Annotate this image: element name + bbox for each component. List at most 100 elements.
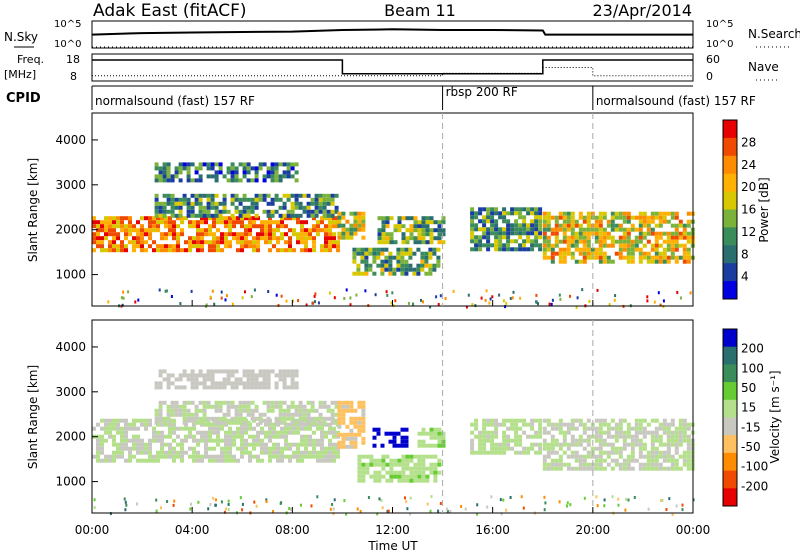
power-cell <box>486 227 491 232</box>
power-cell <box>436 259 441 264</box>
power-cell <box>534 207 539 212</box>
velocity-cell <box>614 430 619 435</box>
velocity-cell <box>506 434 511 439</box>
power-ylabel: Slant Range [km] <box>26 158 40 262</box>
power-cell <box>550 247 555 252</box>
velocity-cell <box>506 418 511 423</box>
power-cell <box>538 223 543 228</box>
power-cell <box>337 231 342 236</box>
power-cell <box>128 240 132 245</box>
velocity-cell <box>194 377 199 382</box>
power-cell <box>210 162 215 167</box>
velocity-cell <box>172 454 176 459</box>
velocity-cell <box>266 373 271 378</box>
power-cell <box>272 220 276 225</box>
power-cell <box>334 193 339 198</box>
velocity-cell <box>222 385 227 390</box>
velocity-cell <box>290 404 295 409</box>
power-cell <box>242 166 247 171</box>
power-cell <box>482 243 487 248</box>
velocity-cell <box>250 412 255 417</box>
velocity-cell <box>246 408 251 413</box>
power-cell <box>432 251 437 256</box>
power-cell <box>176 240 180 245</box>
power-cell <box>220 216 224 221</box>
velocity-cell <box>586 418 591 423</box>
velocity-cell <box>630 466 635 471</box>
velocity-cell <box>222 377 227 382</box>
velocity-cell <box>194 420 199 425</box>
power-cell <box>250 201 255 206</box>
velocity-cell <box>244 446 248 451</box>
velocity-cell <box>140 442 144 447</box>
velocity-cell <box>240 438 244 443</box>
power-cell <box>196 220 200 225</box>
velocity-cell <box>397 458 402 463</box>
velocity-speck <box>426 502 429 506</box>
power-cell <box>376 251 381 256</box>
velocity-cell <box>210 416 215 421</box>
velocity-cell <box>166 416 171 421</box>
power-cell <box>337 211 342 216</box>
power-cell <box>389 232 394 237</box>
velocity-cell <box>421 474 426 479</box>
power-cell <box>96 244 100 249</box>
velocity-cell <box>365 470 370 475</box>
power-cell <box>433 228 438 233</box>
power-speck <box>437 303 440 306</box>
power-cell <box>198 162 203 167</box>
power-cell <box>264 224 268 229</box>
power-cell <box>158 178 163 183</box>
velocity-cell <box>392 431 397 436</box>
power-cell <box>554 219 559 224</box>
power-cell <box>190 209 195 214</box>
velocity-cell <box>322 400 327 405</box>
velocity-cell <box>405 462 410 467</box>
power-cell <box>662 239 667 244</box>
power-cell <box>594 247 599 252</box>
velocity-cell <box>212 458 216 463</box>
power-cell <box>186 209 191 214</box>
velocity-cell <box>246 369 251 374</box>
power-cell <box>262 193 267 198</box>
power-cell <box>186 178 191 183</box>
power-cell <box>345 219 350 224</box>
velocity-cell <box>401 454 406 459</box>
velocity-cell <box>622 458 627 463</box>
velocity-cell <box>218 400 223 405</box>
velocity-cell <box>178 377 183 382</box>
power-cell <box>206 162 211 167</box>
velocity-cell <box>574 454 579 459</box>
velocity-speck <box>239 496 242 500</box>
velocity-cell <box>674 446 679 451</box>
power-cell <box>686 239 691 244</box>
velocity-cell <box>349 400 354 405</box>
power-cell <box>218 213 223 218</box>
power-cell <box>514 223 519 228</box>
power-cell <box>498 239 503 244</box>
velocity-cell <box>186 400 191 405</box>
power-cell <box>658 251 663 256</box>
power-cell <box>324 244 328 249</box>
velocity-cell <box>634 422 639 427</box>
power-cell <box>244 216 248 221</box>
velocity-cell <box>192 454 196 459</box>
velocity-cell <box>550 450 555 455</box>
power-cell <box>154 213 159 218</box>
power-cell <box>284 240 288 245</box>
power-colorbar-label: Power [dB] <box>757 177 771 242</box>
velocity-cell <box>160 442 164 447</box>
power-cell <box>361 219 366 224</box>
velocity-cell <box>646 454 651 459</box>
power-cell <box>558 223 563 228</box>
power-cell <box>490 207 495 212</box>
power-speck <box>689 291 692 295</box>
velocity-cell <box>606 454 611 459</box>
velocity-speck <box>429 509 432 513</box>
freq-panel-frame <box>91 53 694 82</box>
velocity-cell <box>658 466 663 471</box>
velocity-cell <box>294 385 299 390</box>
velocity-cell <box>404 427 409 432</box>
power-cell <box>238 213 243 218</box>
